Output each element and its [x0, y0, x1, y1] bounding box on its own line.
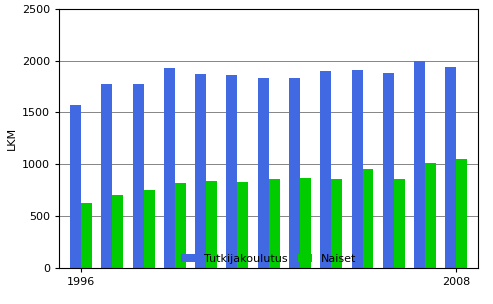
- Bar: [81, 203, 92, 268]
- Bar: [362, 169, 374, 268]
- Bar: [457, 159, 467, 268]
- Bar: [383, 73, 394, 268]
- Legend: Tutkijakoulutus, Naiset: Tutkijakoulutus, Naiset: [178, 250, 359, 267]
- Bar: [289, 78, 300, 268]
- Bar: [394, 179, 405, 268]
- Bar: [70, 105, 81, 268]
- Bar: [175, 183, 186, 268]
- Bar: [112, 195, 123, 268]
- Bar: [258, 78, 269, 268]
- Bar: [164, 68, 175, 268]
- Bar: [133, 84, 143, 268]
- Bar: [331, 179, 342, 268]
- Bar: [102, 84, 112, 268]
- Bar: [414, 61, 425, 268]
- Bar: [445, 67, 457, 268]
- Bar: [143, 190, 154, 268]
- Bar: [269, 179, 280, 268]
- Bar: [425, 163, 436, 268]
- Bar: [352, 70, 362, 268]
- Bar: [206, 181, 217, 268]
- Bar: [300, 178, 311, 268]
- Y-axis label: LKM: LKM: [6, 127, 16, 150]
- Bar: [320, 71, 331, 268]
- Bar: [226, 75, 238, 268]
- Bar: [195, 74, 206, 268]
- Bar: [238, 182, 248, 268]
